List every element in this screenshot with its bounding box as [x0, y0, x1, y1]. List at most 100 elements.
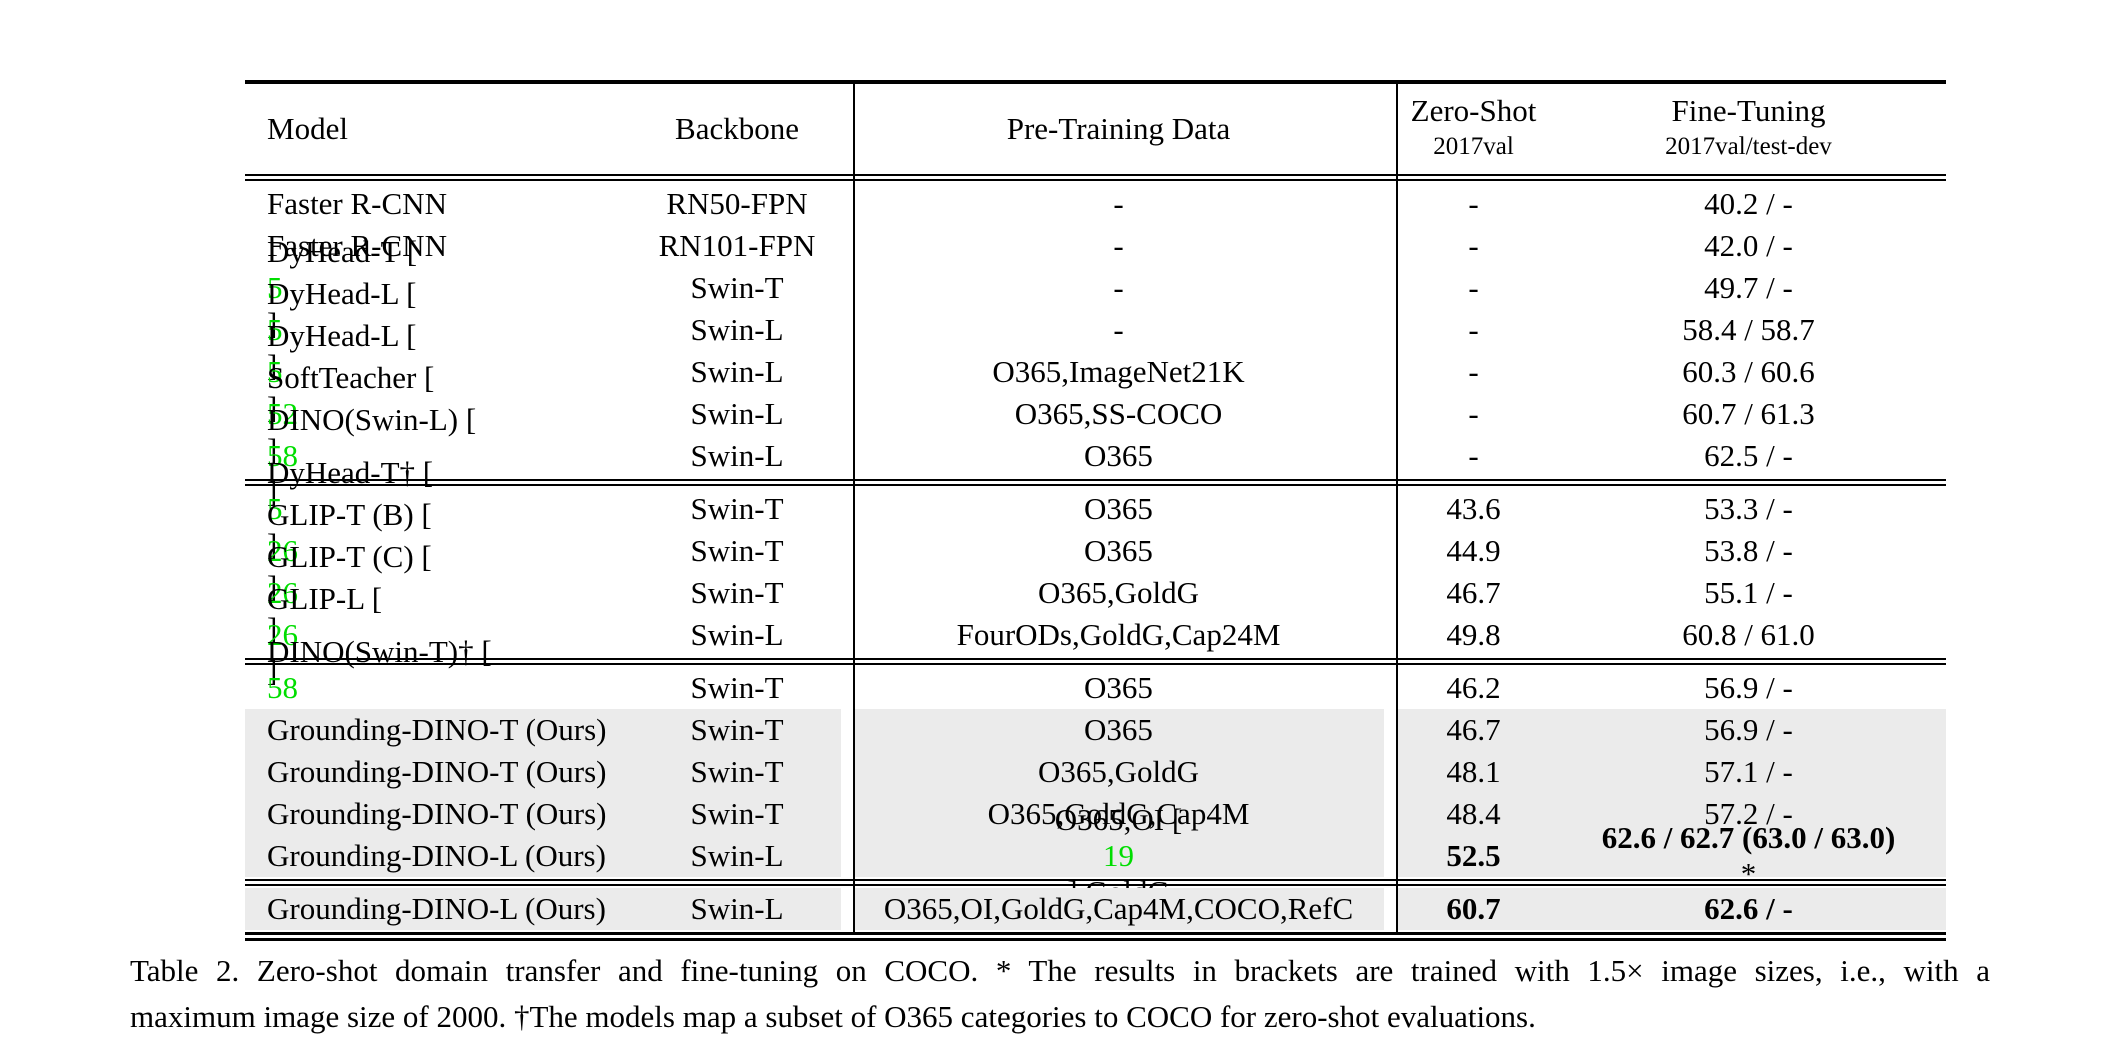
- cell-finetune: 62.5 / -: [1704, 438, 1793, 473]
- cell-zeroshot: -: [1468, 186, 1479, 221]
- citation-ref: 19: [1103, 838, 1134, 873]
- cell-backbone: Swin-T: [633, 667, 853, 709]
- table-top-rule: [245, 80, 1946, 84]
- cell-zeroshot: 52.5: [1396, 835, 1551, 877]
- cell-pretrain: O365,ImageNet21K: [853, 351, 1396, 393]
- cell-finetune: 57.1 / -: [1551, 751, 1946, 793]
- table-group: Faster R-CNN RN50-FPN - -40.2 / - Faster R-C…: [245, 181, 1946, 509]
- citation-ref: 5: [267, 312, 283, 347]
- cell-backbone: Swin-T: [633, 488, 853, 530]
- cell-backbone: Swin-L: [633, 309, 853, 351]
- cell-model: Grounding-DINO-T (Ours): [245, 793, 633, 835]
- cell-model: GLIP-T (C) [26]: [267, 539, 432, 646]
- cell-finetune: 60.7 / 61.3: [1682, 396, 1815, 431]
- table-row: DyHead-T† [5] Swin-T O365 43.6 53.3 / -: [245, 455, 1946, 562]
- cell-pretrain: O365,GoldG: [853, 751, 1396, 793]
- table-row: Grounding-DINO-L (Ours) Swin-L O365,OI,Gol…: [245, 888, 1946, 930]
- cell-pretrain: O365,GoldG: [853, 572, 1396, 614]
- cell-pretrain: O365: [853, 435, 1396, 477]
- cell-backbone: RN50-FPN: [633, 183, 853, 225]
- cell-pretrain: O365: [853, 667, 1396, 709]
- results-table: Model Backbone Pre-Training Data Zero-Sh…: [245, 80, 1946, 941]
- cell-finetune: 53.8 / -: [1704, 533, 1793, 568]
- cell-backbone: Swin-L: [633, 435, 853, 477]
- table-row: DINO(Swin-L) [58] Swin-L O365 - 62.5 / -: [245, 402, 1946, 509]
- cell-backbone: Swin-L: [633, 888, 853, 930]
- table-bottom-rule: [245, 932, 1946, 941]
- column-divider-pretrain-zeroshot: [1396, 84, 1398, 932]
- col-header-pretrain: Pre-Training Data: [853, 84, 1396, 174]
- cell-backbone: Swin-T: [633, 709, 853, 751]
- table-row: DyHead-L [5] Swin-L - -58.4 / 58.7: [245, 276, 1946, 383]
- cell-zeroshot: 46.7: [1446, 575, 1501, 610]
- group-separator-rule: [245, 879, 1946, 886]
- cell-zeroshot: 60.7: [1396, 888, 1551, 930]
- cell-model: DINO(Swin-T)† [58]: [267, 634, 492, 741]
- cell-finetune: 49.7 / -: [1704, 270, 1793, 305]
- column-divider-backbone-pretrain: [853, 84, 855, 932]
- cell-pretrain: FourODs,GoldG,Cap24M: [853, 614, 1396, 656]
- table-group: DyHead-T† [5] Swin-T O365 43.6 53.3 / - GLIP-…: [245, 455, 1946, 688]
- group-separator-rule: [245, 658, 1946, 665]
- cell-backbone: Swin-T: [633, 751, 853, 793]
- cell-model: DyHead-T† [5]: [267, 455, 434, 562]
- table-row: DyHead-L [5] Swin-L O365,ImageNet21K -60.3 …: [245, 318, 1946, 425]
- cell-finetune: 58.4 / 58.7: [1682, 312, 1815, 347]
- cell-backbone: Swin-L: [633, 393, 853, 435]
- col-header-finetune-subtitle: 2017val/test-dev: [1665, 133, 1832, 160]
- cell-zeroshot: 46.2: [1446, 670, 1501, 705]
- cell-finetune: 60.3 / 60.6: [1682, 354, 1815, 389]
- col-header-zeroshot-title: Zero-Shot: [1410, 93, 1537, 128]
- col-header-zeroshot-subtitle: 2017val: [1433, 133, 1514, 160]
- cell-model: Faster R-CNN: [267, 228, 447, 263]
- table-row: DyHead-T [5] Swin-T - -49.7 / -: [245, 234, 1946, 341]
- cell-pretrain: -: [853, 183, 1396, 225]
- cell-backbone: Swin-T: [633, 572, 853, 614]
- footnote-marker: *: [1740, 856, 1757, 891]
- col-header-finetune-title: Fine-Tuning: [1671, 93, 1826, 128]
- cell-pretrain: O365: [853, 488, 1396, 530]
- cell-zeroshot: 48.1: [1396, 751, 1551, 793]
- cell-zeroshot: 43.6: [1446, 491, 1501, 526]
- cell-finetune: 40.2 / -: [1704, 186, 1793, 221]
- cell-zeroshot: -: [1468, 270, 1479, 305]
- cell-model: DyHead-T [5]: [267, 234, 418, 341]
- col-header-backbone: Backbone: [633, 84, 853, 174]
- cell-backbone: Swin-L: [633, 351, 853, 393]
- table-body: Faster R-CNN RN50-FPN - -40.2 / - Faster R-C…: [245, 181, 1946, 932]
- table-row: SoftTeacher [52] Swin-L O365,SS-COCO -60.7 …: [245, 360, 1946, 467]
- caption-line-2: maximum image size of 2000. †The models …: [130, 999, 1536, 1034]
- table-group: Grounding-DINO-L (Ours) Swin-L O365,OI,Gol…: [245, 886, 1946, 932]
- cell-zeroshot: 44.9: [1446, 533, 1501, 568]
- cell-model: DINO(Swin-L) [58]: [267, 402, 477, 509]
- cell-pretrain: -: [853, 309, 1396, 351]
- table-caption: Table 2. Zero-shot domain transfer and f…: [130, 948, 1990, 1040]
- col-header-zeroshot: Zero-Shot 2017val: [1396, 84, 1551, 174]
- citation-ref: 58: [267, 670, 298, 705]
- cell-backbone: Swin-L: [633, 614, 853, 656]
- col-header-finetune: Fine-Tuning 2017val/test-dev: [1551, 84, 1946, 174]
- citation-ref: 26: [267, 575, 298, 610]
- citation-ref: 5: [267, 354, 283, 389]
- cell-backbone: Swin-L: [633, 835, 853, 877]
- table-row: GLIP-T (C) [26] Swin-T O365,GoldG 46.7 55.1 …: [245, 539, 1946, 646]
- cell-zeroshot: 49.8: [1446, 617, 1501, 652]
- cell-pretrain: O365,OI,GoldG,Cap4M,COCO,RefC: [853, 888, 1396, 930]
- cell-zeroshot: -: [1468, 312, 1479, 347]
- citation-ref: 26: [267, 533, 298, 568]
- cell-zeroshot: 46.7: [1396, 709, 1551, 751]
- cell-model: Grounding-DINO-T (Ours): [245, 709, 633, 751]
- cell-finetune: 62.6 / 62.7 (63.0 / 63.0) *: [1551, 820, 1946, 891]
- cell-pretrain: O365: [853, 530, 1396, 572]
- group-separator-rule: [245, 479, 1946, 486]
- cell-finetune: 56.9 / -: [1704, 670, 1793, 705]
- cell-pretrain: O365,SS-COCO: [853, 393, 1396, 435]
- col-header-model: Model: [267, 111, 348, 146]
- cell-pretrain: -: [853, 225, 1396, 267]
- cell-model: Faster R-CNN: [267, 186, 447, 221]
- cell-zeroshot: -: [1468, 354, 1479, 389]
- table-row: Grounding-DINO-T (Ours) Swin-T O365 46.7 56.…: [245, 709, 1946, 751]
